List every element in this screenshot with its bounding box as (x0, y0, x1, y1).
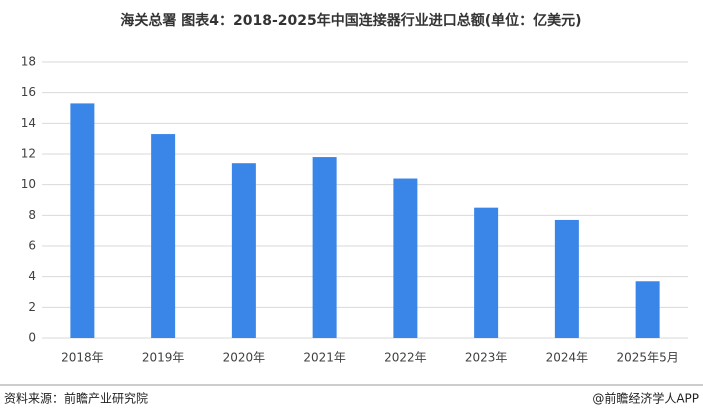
bar (635, 281, 660, 338)
footer-credit: @前瞻经济学人APP (592, 391, 699, 406)
bar (231, 163, 256, 338)
y-tick-label: 16 (21, 85, 36, 99)
chart-title: 海关总署 图表4：2018-2025年中国连接器行业进口总额(单位：亿美元) (120, 12, 581, 29)
x-tick-label: 2025年5月 (617, 351, 679, 365)
bar (312, 157, 337, 338)
bar (151, 134, 176, 338)
y-tick-label: 6 (28, 239, 36, 253)
x-tick-label: 2020年 (223, 351, 266, 365)
x-tick-label: 2019年 (142, 351, 185, 365)
y-tick-label: 2 (28, 300, 36, 314)
x-tick-label: 2023年 (465, 351, 508, 365)
bar (393, 178, 418, 338)
x-tick-label: 2022年 (384, 351, 427, 365)
y-tick-label: 12 (21, 147, 36, 161)
bar (474, 207, 499, 338)
x-tick-label: 2021年 (303, 351, 346, 365)
y-tick-label: 18 (21, 55, 36, 69)
y-tick-label: 10 (21, 177, 36, 191)
bar (554, 219, 579, 338)
y-tick-label: 14 (21, 116, 36, 130)
y-tick-label: 0 (28, 331, 36, 345)
y-tick-label: 4 (28, 269, 36, 283)
x-tick-label: 2024年 (546, 351, 589, 365)
y-tick-label: 8 (28, 208, 36, 222)
x-tick-label: 2018年 (61, 351, 104, 365)
bar (70, 103, 95, 339)
footer-source: 资料来源：前瞻产业研究院 (4, 391, 148, 406)
